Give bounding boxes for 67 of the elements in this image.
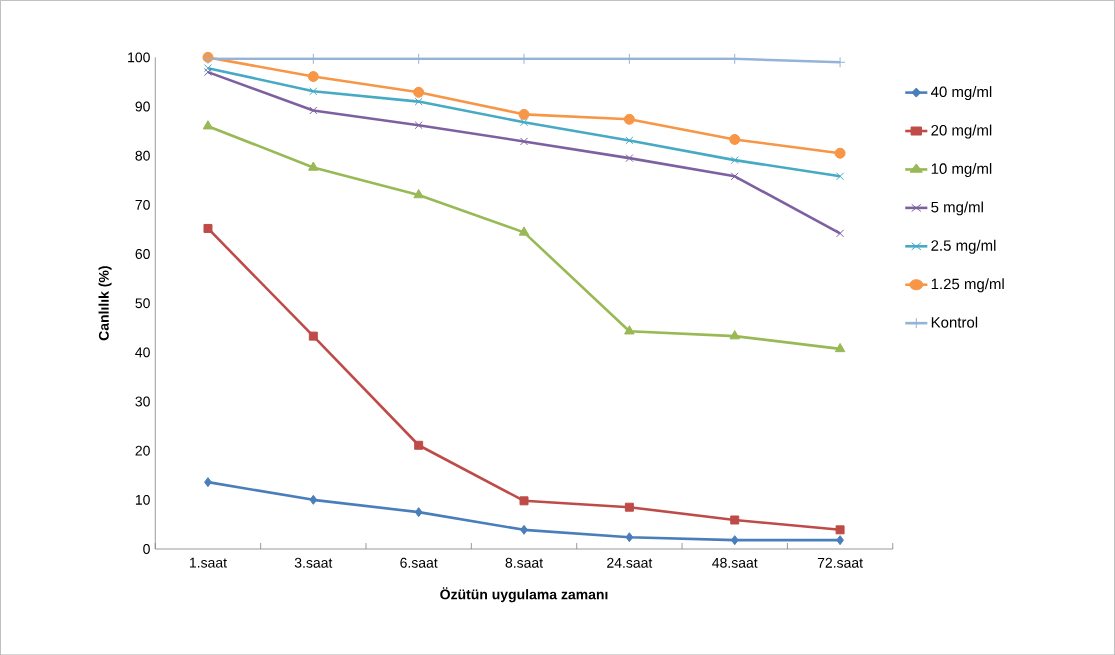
y-tick-label: 40: [135, 347, 150, 358]
point: [520, 524, 528, 535]
point: [414, 121, 423, 130]
point: [624, 502, 634, 512]
point: [309, 494, 318, 505]
point: [730, 535, 739, 545]
point: [202, 120, 214, 130]
point: [730, 155, 739, 164]
point: [308, 331, 318, 341]
legend-label: 1.25 mg/ml: [931, 278, 1004, 293]
y-tick-label: 90: [135, 101, 150, 112]
legend-label: 40 mg/ml: [930, 85, 992, 100]
legend-label: Kontrol: [931, 316, 978, 328]
point: [729, 329, 740, 340]
point: [519, 137, 529, 146]
y-tick-label: 20: [135, 445, 150, 456]
y-tick-label: 10: [135, 494, 150, 505]
y-tick-label: 70: [135, 199, 150, 210]
point: [308, 161, 319, 171]
point: [203, 223, 213, 233]
y-tick-label: 80: [135, 150, 150, 161]
legend-label: 20 mg/ml: [931, 124, 992, 139]
legend-label: 2.5 mg/ml: [931, 239, 996, 254]
x-tick-label: 8.saat: [505, 557, 543, 568]
y-axis-title: Canlılık (%): [98, 266, 112, 341]
y-tick-label: 30: [135, 396, 150, 407]
point: [307, 70, 319, 82]
point: [625, 153, 634, 163]
point: [624, 325, 635, 335]
legend-label: 10 mg/ml: [931, 162, 992, 177]
point: [834, 342, 846, 352]
x-tick-label: 72.saat: [817, 557, 863, 568]
x-tick-label: 6.saat: [400, 557, 438, 568]
x-tick-label: 48.saat: [712, 557, 758, 568]
point: [834, 147, 846, 159]
point: [729, 133, 741, 145]
x-tick-label: 3.saat: [294, 557, 333, 568]
point: [413, 188, 424, 199]
point: [414, 506, 423, 517]
point: [623, 113, 635, 125]
y-tick-label: 50: [135, 298, 150, 308]
y-tick-label: 0: [143, 543, 150, 554]
point: [519, 496, 529, 506]
x-axis-title: Özütün uygulama zamanı: [440, 587, 608, 603]
point: [836, 229, 845, 238]
x-tick-label: 1.saat: [189, 557, 227, 568]
point: [518, 226, 530, 236]
point: [730, 172, 739, 181]
point: [625, 532, 634, 543]
point: [309, 87, 318, 96]
point: [519, 118, 529, 127]
point: [414, 440, 424, 450]
point: [204, 476, 212, 487]
point: [836, 172, 845, 181]
point: [414, 97, 423, 106]
y-tick-label: 100: [128, 52, 150, 63]
y-tick-label: 60: [135, 248, 150, 259]
point: [413, 86, 425, 98]
point: [203, 63, 212, 73]
point: [309, 106, 318, 115]
point: [518, 108, 530, 120]
point: [835, 525, 845, 535]
point: [730, 515, 740, 525]
x-tick-label: 24.saat: [607, 557, 653, 568]
legend-label: 5 mg/ml: [931, 201, 983, 216]
point: [625, 136, 634, 145]
point: [836, 535, 844, 545]
